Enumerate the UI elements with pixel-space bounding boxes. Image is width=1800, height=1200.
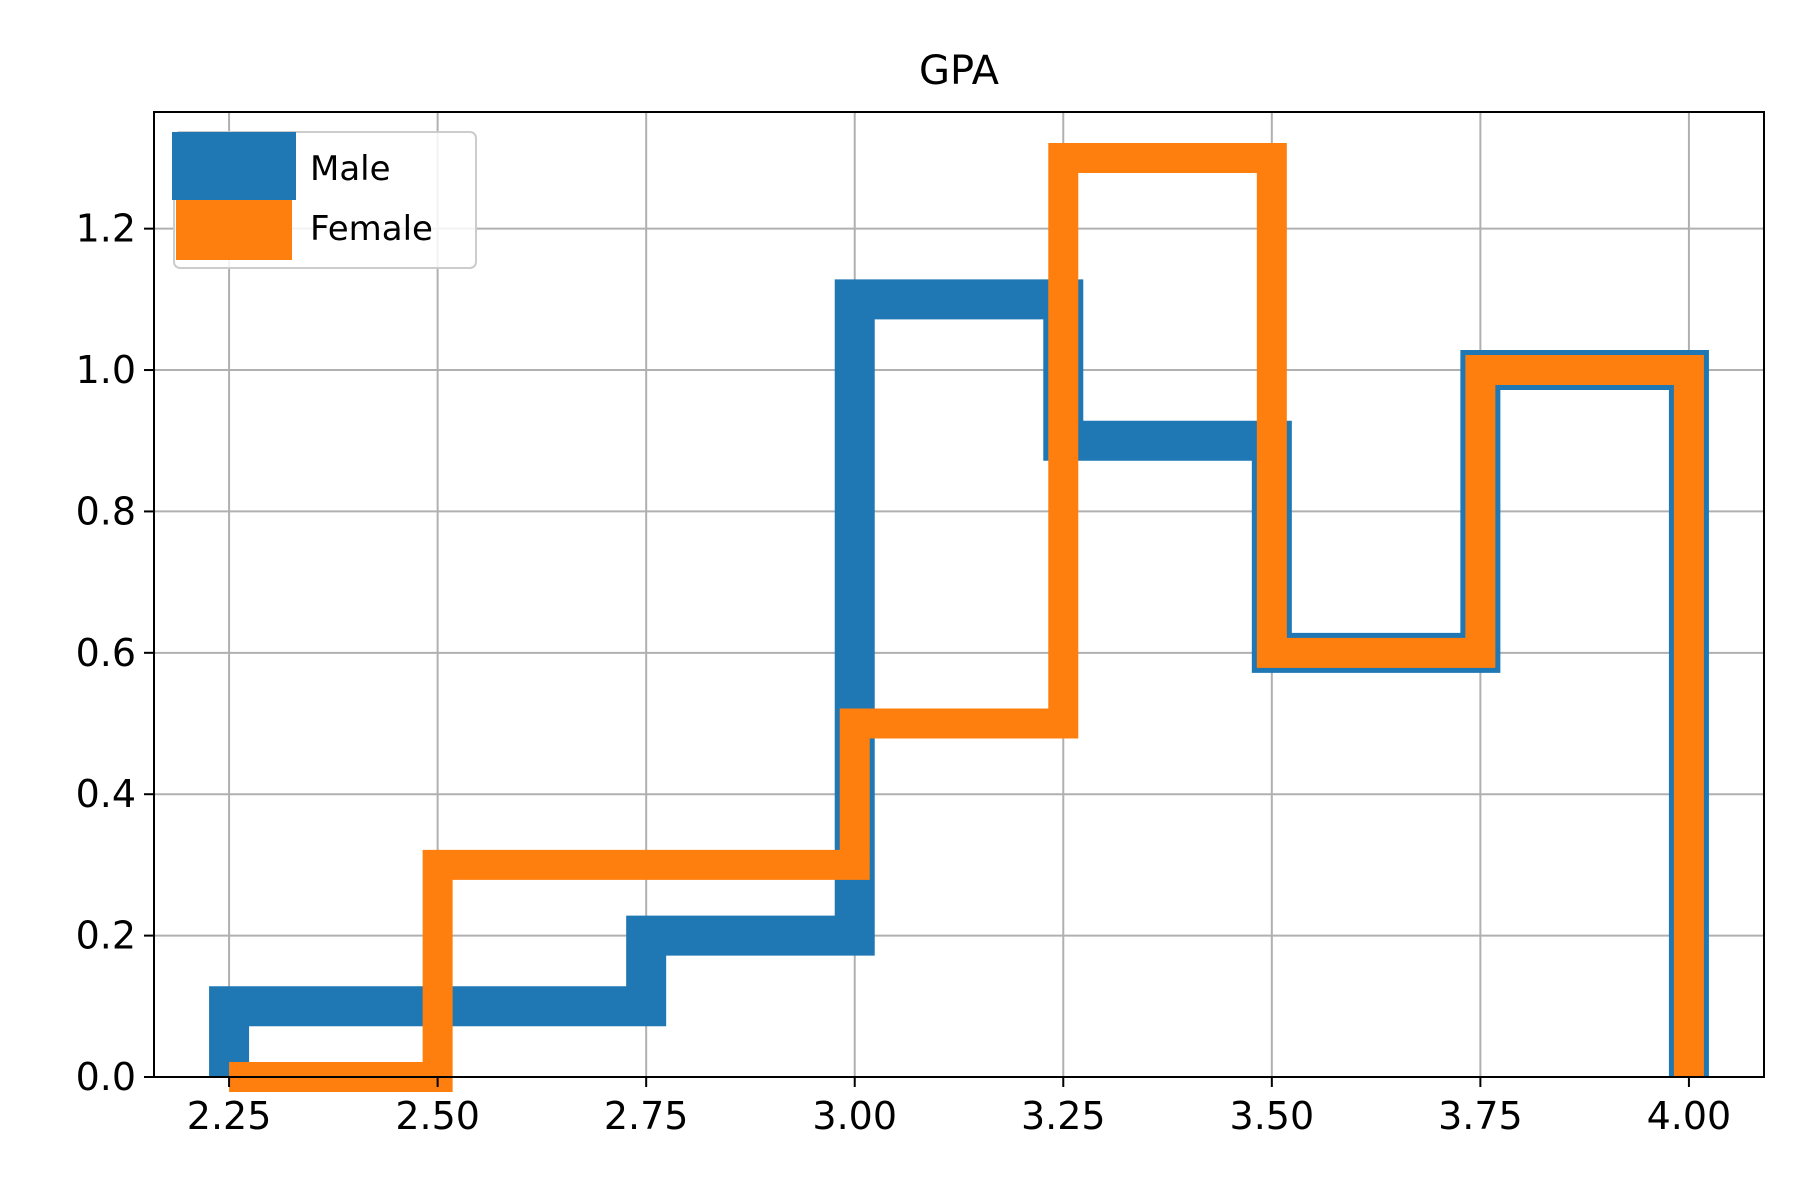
- y-tick-label: 0.2: [76, 914, 136, 958]
- x-tick-label: 3.25: [1021, 1094, 1106, 1138]
- legend: Male Female: [172, 131, 477, 269]
- y-tick-label: 0.8: [76, 489, 136, 533]
- x-tick-label: 2.25: [187, 1094, 272, 1138]
- x-tick-label: 2.50: [395, 1094, 480, 1138]
- legend-swatch-male: [172, 132, 296, 200]
- y-tick-label: 0.4: [76, 772, 136, 816]
- x-tick-label: 3.00: [812, 1094, 897, 1138]
- x-tick-label: 3.75: [1438, 1094, 1523, 1138]
- series-female-outline: [229, 142, 1704, 1092]
- legend-label-female: Female: [310, 209, 433, 249]
- legend-swatch-female: [176, 200, 292, 260]
- x-axis: 2.25 2.50 2.75 3.00 3.25 3.50 3.75 4.00: [187, 1077, 1731, 1138]
- legend-label-male: Male: [310, 149, 391, 189]
- plot-frame: [153, 111, 1765, 1078]
- y-axis: 0.0 0.2 0.4 0.6 0.8 1.0 1.2: [76, 207, 154, 1099]
- y-tick-label: 1.0: [76, 348, 136, 392]
- y-tick-label: 0.6: [76, 631, 136, 675]
- y-tick-label: 0.0: [76, 1055, 136, 1099]
- x-tick-label: 4.00: [1647, 1094, 1732, 1138]
- y-tick-label: 1.2: [76, 207, 136, 251]
- x-tick-label: 3.50: [1230, 1094, 1315, 1138]
- series-layer: [209, 142, 1709, 1092]
- chart-title: GPA: [919, 48, 1000, 94]
- x-tick-label: 2.75: [604, 1094, 689, 1138]
